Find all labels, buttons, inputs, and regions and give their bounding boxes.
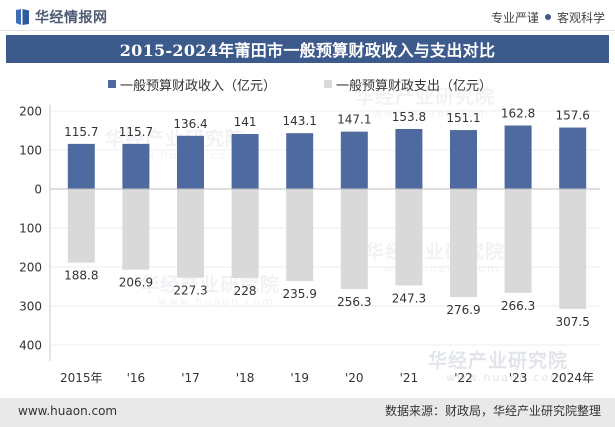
bar-expenditure: [177, 189, 204, 278]
x-tick-label: '22: [454, 371, 473, 385]
data-label-revenue: 136.4: [173, 117, 207, 131]
legend-swatch-expenditure: [324, 80, 332, 88]
legend-item-revenue: 一般预算财政收入（亿元）: [108, 76, 277, 94]
data-label-expenditure: 228: [234, 284, 257, 298]
x-tick-label: 2015年: [60, 371, 103, 385]
footer-website: www.huaon.com: [18, 404, 118, 418]
bar-revenue: [450, 130, 477, 189]
y-tick-label: 100: [19, 144, 42, 158]
huajing-logo-icon: [16, 9, 29, 25]
dot-icon: [544, 14, 551, 20]
data-label-expenditure: 256.3: [337, 295, 371, 309]
bar-expenditure: [286, 189, 314, 282]
x-tick-label: '16: [127, 371, 146, 385]
footer: www.huaon.com 数据来源：财政局，华经产业研究院整理: [0, 398, 615, 427]
data-label-revenue: 157.6: [556, 109, 590, 123]
bar-revenue: [395, 129, 423, 189]
header-slogan: 专业严谨 客观科学: [491, 8, 605, 26]
x-tick-label: '19: [290, 371, 309, 385]
y-tick-label: 300: [19, 300, 42, 314]
title-banner: 2015-2024年莆田市一般预算财政收入与支出对比: [6, 35, 609, 63]
y-tick-label: 100: [19, 222, 42, 236]
bar-expenditure: [122, 189, 150, 270]
header-logo: 华经情报网: [16, 7, 108, 27]
data-label-expenditure: 266.3: [501, 299, 535, 313]
data-label-expenditure: 247.3: [392, 291, 426, 305]
bar-expenditure: [231, 189, 259, 278]
data-label-revenue: 147.1: [337, 113, 371, 127]
data-label-expenditure: 276.9: [446, 303, 480, 317]
bar-expenditure: [450, 189, 477, 297]
data-label-revenue: 115.7: [64, 125, 98, 139]
bar-revenue: [286, 133, 314, 189]
data-label-expenditure: 188.8: [64, 269, 98, 283]
footer-source: 数据来源：财政局，华经产业研究院整理: [384, 404, 601, 418]
slogan-right: 客观科学: [556, 10, 605, 25]
y-tick-label: 0: [34, 183, 42, 197]
bar-revenue: [340, 131, 368, 189]
bar-revenue: [177, 135, 204, 189]
bar-expenditure: [504, 189, 532, 293]
data-label-revenue: 143.1: [283, 114, 317, 128]
bar-expenditure: [340, 189, 368, 289]
data-label-expenditure: 206.9: [119, 276, 153, 290]
bar-expenditure: [395, 189, 423, 286]
bar-revenue: [559, 127, 587, 189]
x-tick-label: '23: [509, 371, 528, 385]
data-label-revenue: 162.8: [501, 107, 535, 121]
bar-revenue: [231, 134, 259, 189]
x-tick-label: '17: [181, 371, 200, 385]
logo-text: 华经情报网: [35, 10, 108, 26]
y-tick-label: 200: [19, 261, 42, 275]
x-tick-label: '18: [236, 371, 255, 385]
chart-plot: 200 100 0 100 200 300 400 115.7 188.8 2015年 115.7 2…: [19, 105, 600, 385]
x-tick-label: 2024年: [551, 371, 594, 385]
data-label-revenue: 151.1: [446, 111, 480, 125]
chart-title: 2015-2024年莆田市一般预算财政收入与支出对比: [119, 41, 496, 60]
legend-item-expenditure: 一般预算财政支出（亿元）: [324, 76, 493, 94]
data-label-revenue: 115.7: [119, 125, 153, 139]
x-tick-label: '21: [400, 371, 419, 385]
data-label-expenditure: 235.9: [283, 287, 317, 301]
legend-label-revenue: 一般预算财政收入（亿元）: [120, 78, 277, 94]
bar-revenue: [67, 143, 95, 189]
legend-swatch-revenue: [108, 80, 116, 88]
data-label-revenue: 141: [234, 115, 257, 129]
bar-expenditure: [559, 189, 587, 309]
slogan-left: 专业严谨: [490, 10, 539, 25]
data-label-expenditure: 227.3: [173, 284, 207, 298]
bar-revenue: [504, 125, 532, 189]
bar-revenue: [122, 143, 150, 189]
x-tick-label: '20: [345, 371, 364, 385]
data-label-revenue: 153.8: [392, 110, 426, 124]
y-tick-label: 200: [19, 105, 42, 119]
y-tick-label: 400: [19, 339, 42, 353]
bar-expenditure: [67, 189, 95, 263]
data-label-expenditure: 307.5: [556, 315, 590, 329]
header-divider: [0, 30, 615, 31]
legend-label-expenditure: 一般预算财政支出（亿元）: [336, 78, 493, 94]
